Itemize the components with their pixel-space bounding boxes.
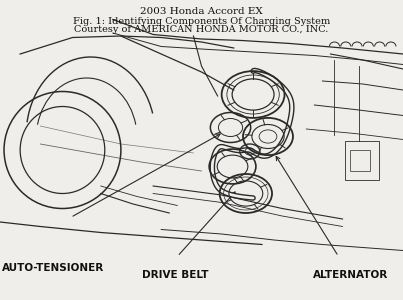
Text: ALTERNATOR: ALTERNATOR (313, 271, 388, 281)
Text: Courtesy of AMERICAN HONDA MOTOR CO., INC.: Courtesy of AMERICAN HONDA MOTOR CO., IN… (74, 26, 329, 34)
Text: DRIVE BELT: DRIVE BELT (142, 271, 209, 281)
Text: Fig. 1: Identifying Components Of Charging System: Fig. 1: Identifying Components Of Chargi… (73, 16, 330, 26)
Bar (345, 141, 379, 180)
Text: AUTO-TENSIONER: AUTO-TENSIONER (2, 263, 104, 273)
Bar (350, 150, 370, 171)
Text: 2003 Honda Accord EX: 2003 Honda Accord EX (140, 8, 263, 16)
